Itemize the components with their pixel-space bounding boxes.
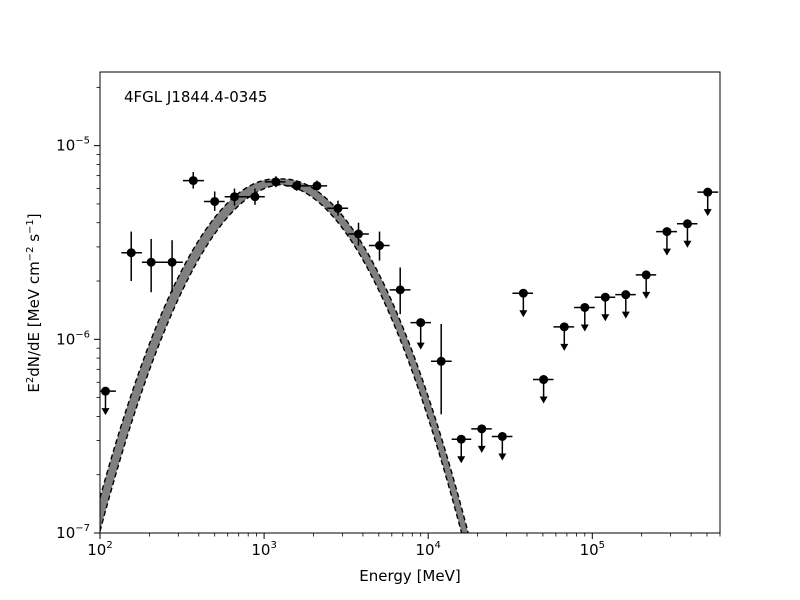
- x-tick-label: 105: [580, 540, 605, 559]
- upper-limit-arrow: [457, 456, 466, 464]
- upper-limit: [697, 187, 719, 217]
- data-point: [244, 188, 265, 205]
- plot-frame: [99, 71, 721, 534]
- upper-limit-arrow: [642, 291, 651, 299]
- upper-limit: [451, 434, 472, 464]
- data-point: [264, 176, 286, 188]
- upper-limit-marker: [641, 270, 651, 280]
- upper-limit: [100, 386, 116, 416]
- data-point-marker: [436, 356, 446, 366]
- y-tick-label: 10−6: [56, 329, 90, 348]
- upper-limit-marker: [518, 288, 528, 298]
- x-tick-label: 103: [251, 540, 276, 559]
- upper-limit-arrow: [601, 314, 610, 322]
- upper-limit: [553, 322, 575, 351]
- data-point-marker: [250, 192, 260, 202]
- y-tick-label: 10−5: [56, 136, 90, 155]
- tick-layer: 102 103 104 105 10−7 10−6 10−5: [56, 86, 721, 559]
- upper-limit: [635, 270, 657, 299]
- y-tick-label: 10−7: [56, 523, 90, 542]
- upper-limit: [615, 290, 636, 319]
- data-point: [410, 318, 431, 350]
- data-point: [160, 240, 183, 293]
- data-point-marker: [167, 257, 177, 267]
- data-point-marker: [292, 181, 302, 191]
- upper-limit: [532, 375, 554, 404]
- data-point: [368, 231, 390, 261]
- data-point-ul-arrow: [416, 342, 425, 350]
- upper-limit-arrow: [621, 311, 630, 319]
- model-band-upper-edge: [100, 178, 469, 533]
- upper-limit: [512, 288, 533, 318]
- upper-limit-arrow: [560, 343, 569, 351]
- upper-limit-marker: [580, 302, 590, 312]
- data-point: [224, 188, 245, 206]
- upper-limit-marker: [621, 290, 631, 300]
- data-point-marker: [146, 257, 156, 267]
- data-point-marker: [333, 203, 343, 213]
- upper-limit-marker: [662, 227, 672, 237]
- upper-limit: [491, 431, 513, 461]
- data-point-marker: [126, 248, 136, 258]
- upper-limit-marker: [682, 219, 692, 229]
- data-layer: [100, 172, 719, 464]
- data-point: [182, 172, 204, 189]
- model-band-lower-edge: [100, 184, 463, 533]
- data-point-marker: [312, 181, 322, 191]
- upper-limit-marker: [477, 424, 487, 434]
- x-tick-label: 104: [415, 540, 440, 559]
- upper-limit-arrow: [662, 248, 671, 256]
- data-point-marker: [395, 285, 405, 295]
- upper-limit-marker: [600, 292, 610, 302]
- upper-limit-arrow: [477, 445, 486, 453]
- upper-limit: [656, 227, 677, 256]
- data-point-marker: [188, 176, 198, 186]
- upper-limit: [676, 219, 698, 248]
- data-point-marker: [416, 318, 426, 328]
- upper-limit-arrow: [498, 453, 507, 461]
- upper-limit-arrow: [519, 310, 528, 318]
- x-axis-label: Energy [MeV]: [359, 567, 460, 585]
- upper-limit-marker: [497, 431, 507, 441]
- data-point: [306, 180, 328, 191]
- data-point: [141, 238, 161, 293]
- data-point: [285, 180, 307, 191]
- upper-limit-arrow: [539, 396, 548, 404]
- upper-limit-marker: [456, 434, 466, 444]
- model-band-layer: [100, 178, 469, 533]
- y-axis-label: E2dN/dE [MeV cm−2 s−1]: [25, 213, 43, 392]
- data-point: [327, 200, 349, 216]
- data-point: [348, 222, 369, 246]
- upper-limit: [574, 302, 595, 332]
- data-point: [389, 267, 411, 315]
- data-point: [203, 191, 225, 211]
- data-point-marker: [229, 192, 239, 202]
- data-point-marker: [375, 241, 385, 251]
- data-point-marker: [210, 196, 220, 206]
- upper-limit-marker: [539, 375, 549, 385]
- upper-limit-arrow: [703, 209, 712, 217]
- upper-limit-arrow: [580, 324, 589, 332]
- model-band-fill: [100, 178, 469, 533]
- upper-limit-arrow: [683, 240, 692, 248]
- upper-limit: [594, 292, 616, 322]
- data-point-marker: [271, 177, 281, 187]
- upper-limit-marker: [703, 187, 713, 197]
- data-point-marker: [353, 229, 363, 239]
- upper-limit-arrow: [101, 408, 110, 416]
- upper-limit: [471, 424, 492, 453]
- upper-limit-marker: [100, 386, 110, 396]
- data-point: [430, 323, 452, 415]
- data-point: [121, 231, 142, 282]
- x-tick-label: 102: [87, 540, 112, 559]
- source-label: 4FGL J1844.4-0345: [124, 88, 267, 106]
- upper-limit-marker: [559, 322, 569, 332]
